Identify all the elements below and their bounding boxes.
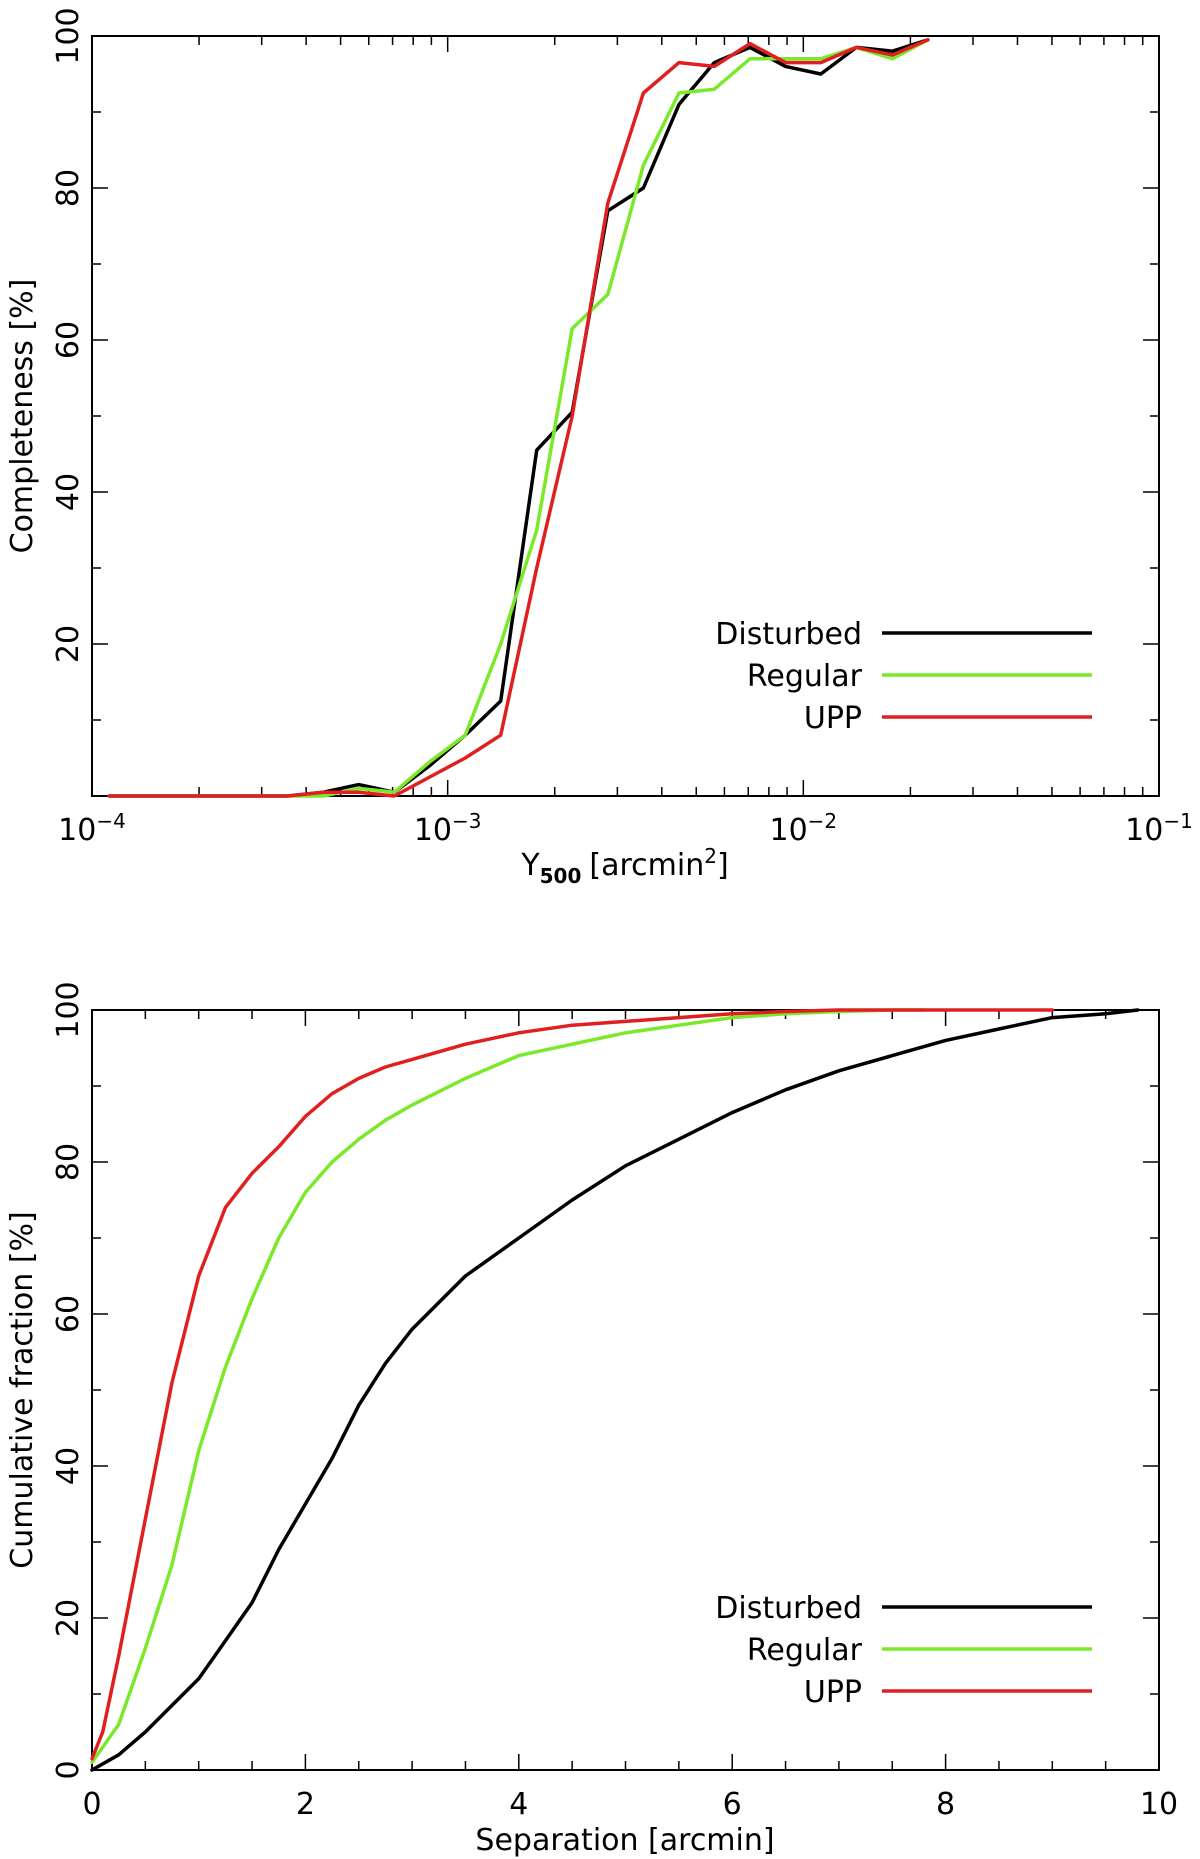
x-tick-label: 10 bbox=[1140, 1787, 1178, 1822]
x-tick-labels: 0 2 4 6 8 10 bbox=[82, 1787, 1178, 1822]
x-tick-label: 6 bbox=[723, 1787, 742, 1822]
x-tick-labels: 10−4 10−3 10−2 10−1 bbox=[58, 809, 1193, 848]
y-tick-label: 60 bbox=[51, 321, 86, 359]
legend: Disturbed Regular UPP bbox=[715, 617, 1092, 736]
y-tick-label: 100 bbox=[51, 7, 86, 64]
plot-frame bbox=[91, 1009, 1160, 1771]
y-tick-label: 100 bbox=[51, 981, 86, 1038]
x-tick-label: 0 bbox=[82, 1787, 101, 1822]
series-layer bbox=[90, 1008, 1140, 1772]
axis-ticks bbox=[91, 35, 1160, 797]
legend-label-disturbed: Disturbed bbox=[715, 1591, 862, 1626]
legend-label-upp: UPP bbox=[804, 701, 862, 736]
series-layer bbox=[107, 38, 930, 798]
y-tick-label: 80 bbox=[51, 169, 86, 207]
x-axis-label: Separation [arcmin] bbox=[475, 1823, 774, 1858]
series-line-regular bbox=[90, 1008, 927, 1765]
series-line-disturbed bbox=[90, 1008, 1140, 1772]
y-tick-label: 80 bbox=[51, 1143, 86, 1181]
legend-label-upp: UPP bbox=[804, 1675, 862, 1710]
y-tick-label: 40 bbox=[51, 473, 86, 511]
y-tick-label: 60 bbox=[51, 1295, 86, 1333]
y-tick-label: 20 bbox=[51, 625, 86, 663]
x-axis-label: Y500 [arcmin2] bbox=[520, 844, 728, 888]
series-line-upp bbox=[90, 1008, 1055, 1761]
x-tick-label: 10−1 bbox=[1125, 809, 1193, 848]
legend-label-regular: Regular bbox=[747, 1633, 863, 1668]
legend: Disturbed Regular UPP bbox=[715, 1591, 1092, 1710]
legend-label-regular: Regular bbox=[747, 659, 863, 694]
y-tick-label: 40 bbox=[51, 1447, 86, 1485]
x-tick-label: 2 bbox=[296, 1787, 315, 1822]
x-tick-label: 10−2 bbox=[769, 809, 837, 848]
axis-ticks bbox=[91, 1009, 1160, 1771]
x-tick-label: 10−3 bbox=[414, 809, 482, 848]
y-axis-label: Cumulative fraction [%] bbox=[5, 1211, 40, 1568]
x-tick-label: 10−4 bbox=[58, 809, 126, 848]
x-tick-label: 8 bbox=[936, 1787, 955, 1822]
y-tick-label: 20 bbox=[51, 1599, 86, 1637]
cumulative-fraction-chart: Disturbed Regular UPP 0 2 4 6 8 10 Separation [… bbox=[5, 981, 1178, 1858]
x-tick-label: 4 bbox=[509, 1787, 528, 1822]
series-line-upp bbox=[107, 38, 930, 798]
y-axis-label: Completeness [%] bbox=[5, 279, 40, 554]
y-tick-label: 0 bbox=[51, 1760, 86, 1779]
legend-label-disturbed: Disturbed bbox=[715, 617, 862, 652]
